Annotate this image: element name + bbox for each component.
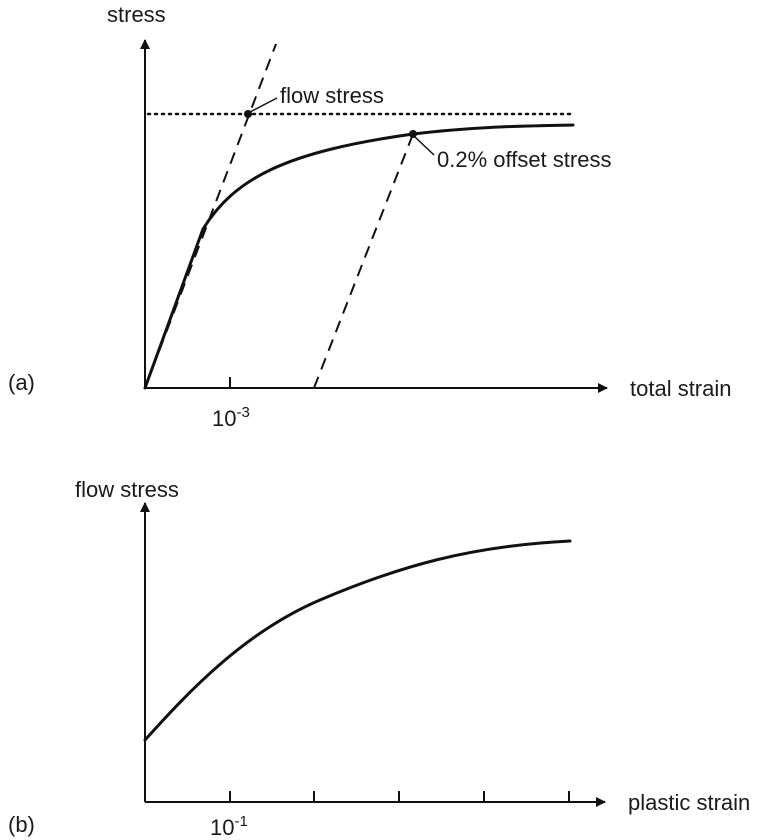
flow-stress-leader [249,97,278,113]
panel-a-tick-label: 10-3 [212,404,250,431]
flow-stress-annotation: flow stress [280,83,384,108]
offset-stress-annotation: 0.2% offset stress [437,147,611,172]
panel-b-tick-label: 10-1 [210,813,248,840]
panel-b-tick-base: 10 [210,815,234,840]
panel-b-x-axis-label: plastic strain [628,790,750,815]
panel-a-tick-exponent: -3 [236,404,249,421]
stress-strain-curve [143,123,575,390]
panel-b-tag: (b) [8,812,35,837]
panel-a-x-axis-label: total strain [630,376,732,401]
panel-b: flow stress plastic strain (b) 10-1 [8,477,750,840]
panel-b-tick-exponent: -1 [234,813,247,830]
offset-line [313,133,414,389]
flow-stress-curve [143,539,572,742]
offset-stress-leader [414,136,435,156]
panel-b-y-axis-label: flow stress [75,477,179,502]
offset-stress-point [409,130,417,138]
panel-a-tag: (a) [8,370,35,395]
panel-a-y-axis-label: stress [107,2,166,27]
panel-a-tick-base: 10 [212,406,236,431]
panel-a: stress flow stress 0.2% offset stress to… [8,2,732,431]
